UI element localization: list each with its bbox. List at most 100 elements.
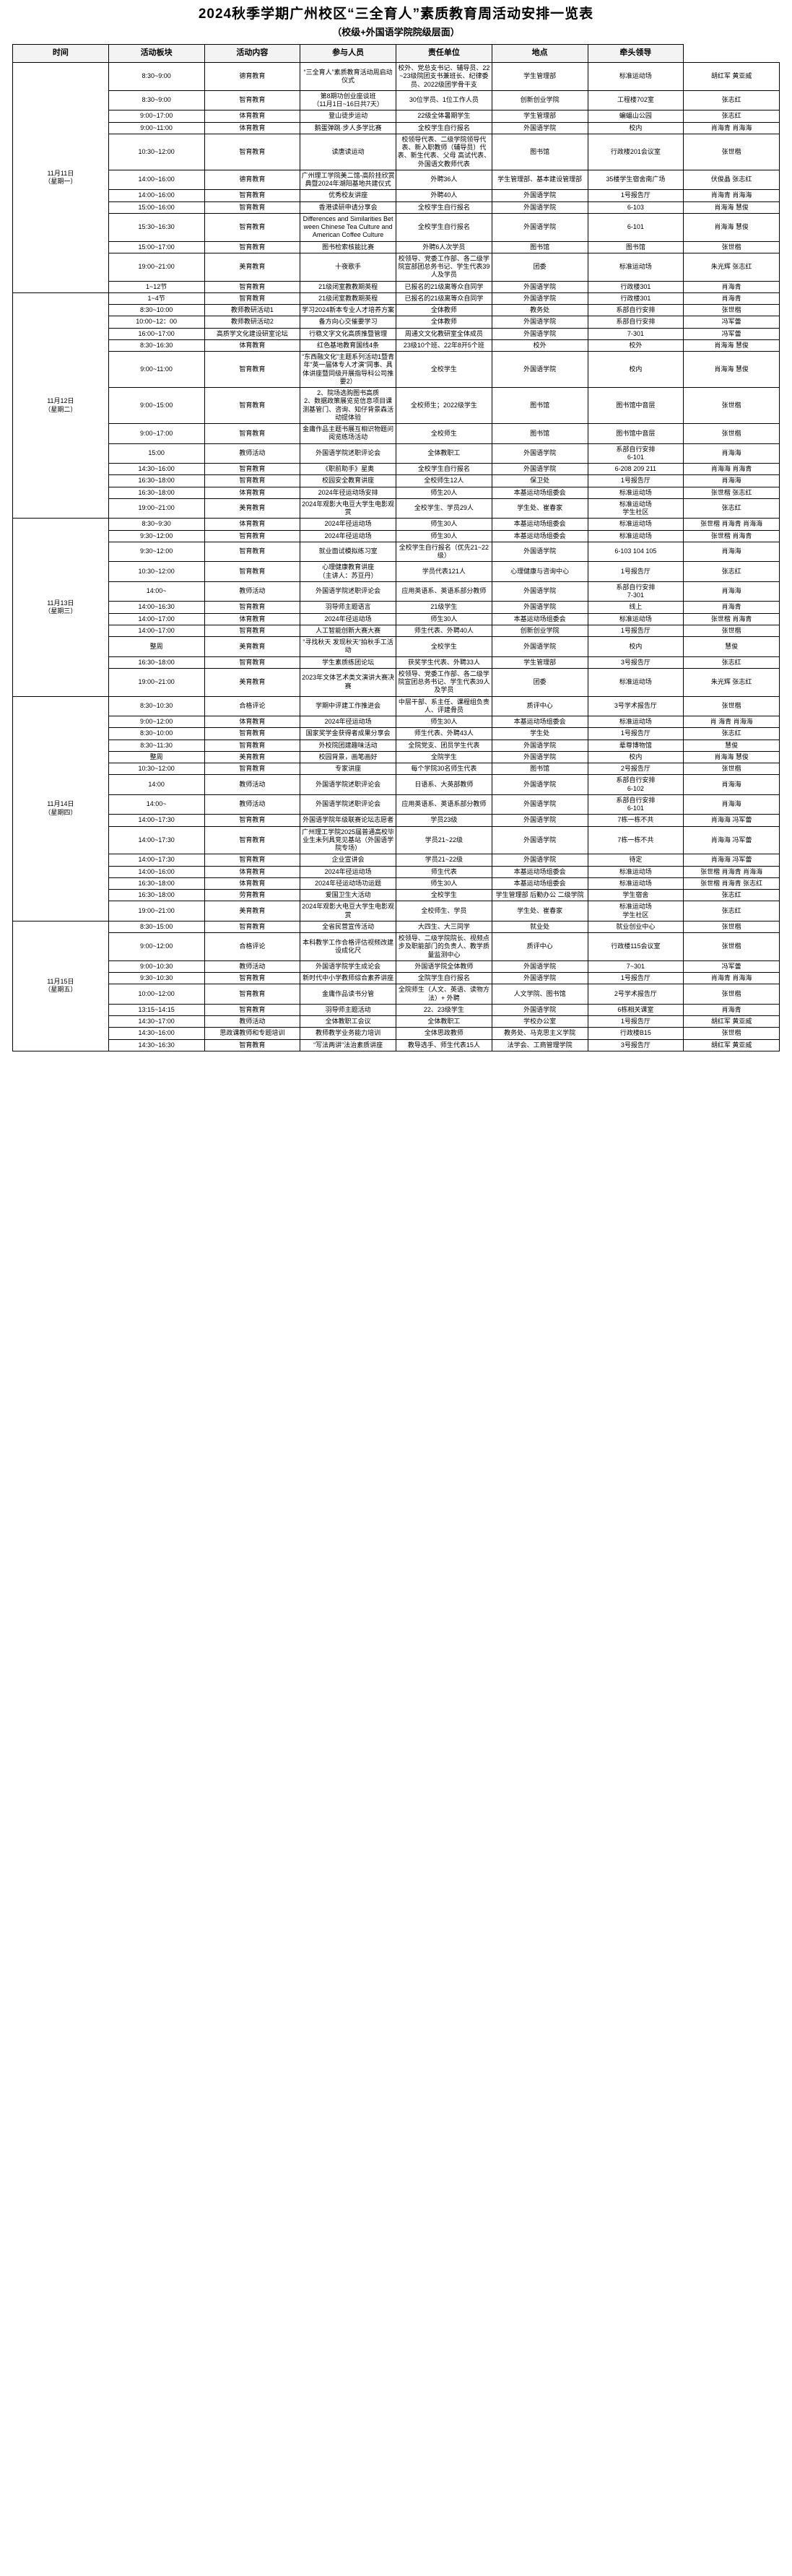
cell-content: 登山徒步运动: [300, 110, 396, 123]
cell-time: 19:00~21:00: [108, 667, 205, 697]
cell-content: 广州理工学院2025届普通高校毕业生未列具竞见基站（外国语学院专场）: [300, 825, 396, 855]
cell-module: 教师活动: [204, 1015, 301, 1028]
cell-module: 体育教育: [204, 486, 301, 499]
cell-people: 全校学生自行报名（优先21~22级）: [396, 541, 492, 563]
cell-dept: 本基运动场组委会: [491, 865, 588, 878]
cell-place: 7~301: [587, 960, 684, 973]
cell-time: 8:30~16:30: [108, 339, 205, 352]
cell-content: 全体教职工会议: [300, 1015, 396, 1028]
cell-people: 学员21~22级: [396, 825, 492, 855]
cell-place: 校内: [587, 636, 684, 657]
cell-place: 1号报告厅: [587, 624, 684, 638]
cell-leader: 张世楷: [683, 387, 780, 425]
cell-dept: 外国语学院: [491, 292, 588, 305]
table-row: 8:30~9:00 智育教育 第8期功创业座谈班 （11月1日~16日共7天） 30位学…: [13, 90, 780, 111]
cell-content: 21级闭室教教期英程: [300, 280, 396, 293]
cell-people: 周通文文化教研室全体成员: [396, 327, 492, 340]
cell-leader: 朱光辉 张志红: [683, 667, 780, 697]
cell-time: 15:00~17:00: [108, 240, 205, 253]
cell-content: 全省民营宣传活动: [300, 920, 396, 934]
cell-module: 合格评论: [204, 932, 301, 961]
cell-people: 师生30人: [396, 529, 492, 542]
cell-dept: 学生管理部: [491, 656, 588, 669]
cell-dept: 外国语学院: [491, 581, 588, 602]
cell-dept: 外国语学院: [491, 739, 588, 752]
table-row: 9:00~10:30 教师活动 外国语学院学生成论会 外国语学院全体教师 外国语学院 7~…: [13, 960, 780, 973]
table-row: 11月12日 （星期二） 1~4节 智育教育 21级闭室教教期英程 已报名的21级离等众自…: [12, 292, 780, 519]
cell-dept: 外国语学院: [491, 327, 588, 340]
cell-dept: 外国语学院: [491, 854, 588, 867]
cell-module: 智育教育: [204, 541, 301, 563]
table-row: 9:30~12:00 智育教育 2024年径运动场 师生30人 本基运动场组委会 标准运动…: [13, 529, 780, 542]
cell-leader: 张世楷 肖海青: [683, 612, 780, 625]
cell-people: 全校学生自行报名: [396, 121, 492, 134]
cell-place: 1号报告厅: [587, 727, 684, 740]
cell-people: 全体思政教师: [396, 1027, 492, 1040]
cell-content: 专家讲座: [300, 763, 396, 776]
cell-place: 标准运动场: [587, 667, 684, 697]
cell-module: 智育教育: [204, 972, 301, 985]
cell-module: 智育教育: [204, 1003, 301, 1017]
cell-place: 3号学术报告厅: [587, 695, 684, 717]
cell-people: 全院师生（人文、英语、读物方法）+ 外聘: [396, 984, 492, 1005]
cell-place: 图书馆中音层: [587, 387, 684, 425]
cell-leader: 肖海海 慧俊: [683, 201, 780, 214]
cell-module: 体育教育: [204, 339, 301, 352]
cell-dept: 人文学院、图书馆: [491, 984, 588, 1005]
schedule-body: 11月11日 （星期一） 8:30~9:00 德育教育 “三全育人”素质教育活动周启动仪…: [12, 62, 780, 1051]
cell-content: 2024年径运动场: [300, 716, 396, 729]
cell-time: 19:00~21:00: [108, 498, 205, 519]
cell-people: 应用英语系、英语系部分教师: [396, 794, 492, 815]
table-row: 10:30~12:00 智育教育 心理健康教育讲座 （主讲人：苏豆丹） 学员代表121人…: [13, 561, 780, 582]
table-row: 14:00~16:00 智育教育 优秀校友讲座 外聘40人 外国语学院 1号报告厅 肖海青 …: [13, 189, 780, 202]
cell-dept: 图书馆: [491, 763, 588, 776]
cell-content: 优秀校友讲座: [300, 189, 396, 202]
table-row: 8:30~10:00 智育教育 国家奖学金获得者成果分享会 师生代表、外聘43人 学生处…: [13, 727, 780, 740]
cell-people: 外国语学院全体教师: [396, 960, 492, 973]
cell-content: 外国语学院年级联赛论坛志愿者: [300, 814, 396, 827]
cell-place: 6-208 209 211: [587, 463, 684, 476]
cell-place: 就业创业中心: [587, 920, 684, 934]
cell-module: 智育教育: [204, 727, 301, 740]
cell-module: 智育教育: [204, 212, 301, 242]
cell-time: 14:00~16:00: [108, 189, 205, 202]
cell-dept: 学生处、崔春家: [491, 498, 588, 519]
cell-people: 全校学生自行报名: [396, 201, 492, 214]
cell-dept: 外国语学院: [491, 212, 588, 242]
cell-people: 师生代表: [396, 865, 492, 878]
cell-leader: 冯军蕾: [683, 327, 780, 340]
header-content: 活动内容: [204, 44, 301, 64]
cell-time: 8:30~10:30: [108, 695, 205, 717]
table-row: 9:30~10:30 智育教育 新时代中小学教师综合素养讲座 全院学生自行报名 外国语学…: [13, 972, 780, 985]
cell-leader: 胡红军 黄亚威: [683, 62, 780, 91]
cell-people: 师生30人: [396, 612, 492, 625]
cell-leader: 肖海青 肖海海: [683, 972, 780, 985]
cell-time: 10:30~12:00: [108, 763, 205, 776]
table-row: 1~12节 智育教育 21级闭室教教期英程 已报名的21级离等众自同学 外国语学院 行政楼…: [13, 280, 780, 293]
cell-content: “寻找秋天 发现秋天”拍秋手工活动: [300, 636, 396, 657]
cell-leader: 肖海青 肖海海: [683, 189, 780, 202]
table-row: 9:00~17:00 体育教育 登山徒步运动 22级全体暑期学生 学生管理部 蝙蝠山公园张…: [13, 110, 780, 123]
cell-place: 35楼学生宿舍南广场: [587, 169, 684, 191]
cell-time: 10:30~12:00: [108, 133, 205, 170]
cell-module: 合格评论: [204, 695, 301, 717]
cell-place: 6-103: [587, 201, 684, 214]
cell-leader: 朱光辉 张志红: [683, 252, 780, 282]
cell-place: 标准运动场: [587, 486, 684, 499]
cell-place: 标准运动场 学生社区: [587, 498, 684, 519]
cell-dept: 外国语学院: [491, 443, 588, 464]
cell-module: 智育教育: [204, 387, 301, 425]
cell-content: 香港读研申请分享会: [300, 201, 396, 214]
cell-time: 14:00: [108, 774, 205, 795]
cell-time: 14:00~16:00: [108, 169, 205, 191]
cell-module: 智育教育: [204, 920, 301, 934]
cell-module: 体育教育: [204, 121, 301, 134]
cell-time: 15:30~16:30: [108, 212, 205, 242]
cell-people: 学员23级: [396, 814, 492, 827]
table-row: 14:00~17:30 智育教育 广州理工学院2025届普通高校毕业生未列具竞见基站…: [13, 825, 780, 855]
cell-module: 教师教研活动2: [204, 316, 301, 329]
cell-people: 全校师生: [396, 423, 492, 444]
cell-module: 美育教育: [204, 901, 301, 921]
table-row: 14:00~ 教师活动 外国语学院述职评论会 应用英语系、英语系部分教师 外国语学院 系部…: [13, 581, 780, 602]
table-row: 19:00~21:00 美育教育 2024年观影大电豆大学生电影观赏 全校师生、学员学…: [13, 901, 780, 921]
